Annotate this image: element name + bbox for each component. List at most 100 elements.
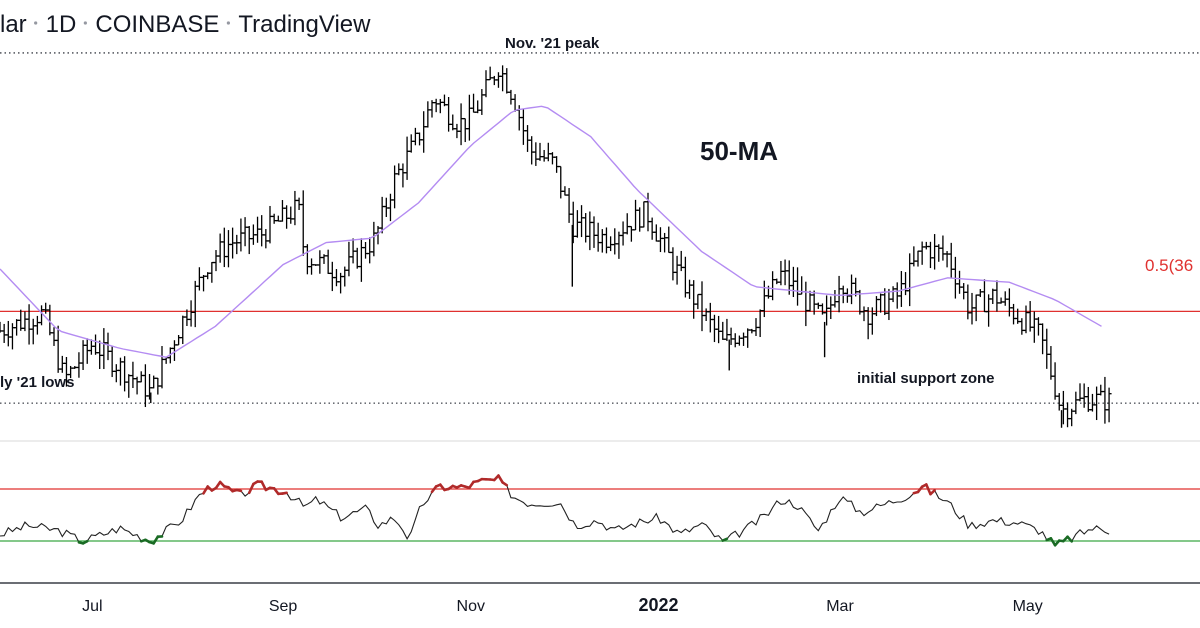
price-bar xyxy=(583,213,589,243)
price-bar xyxy=(234,234,240,255)
price-bar xyxy=(695,293,701,310)
price-bar xyxy=(371,221,377,257)
price-bar xyxy=(653,224,659,242)
price-bar xyxy=(126,374,132,398)
price-bar xyxy=(271,213,277,224)
price-bar xyxy=(446,97,452,132)
price-bar xyxy=(824,295,830,326)
price-bar xyxy=(545,142,551,162)
price-bar xyxy=(358,238,364,282)
ma-label: 50-MA xyxy=(700,136,778,166)
overbought-segment xyxy=(497,474,504,484)
price-bar xyxy=(927,241,933,269)
price-bar xyxy=(51,327,57,346)
price-bar xyxy=(263,229,269,249)
price-bar xyxy=(932,234,938,270)
price-bar xyxy=(603,227,609,254)
price-bar xyxy=(122,356,128,392)
price-bar xyxy=(687,279,693,299)
x-tick-label: Sep xyxy=(269,598,298,615)
price-bar xyxy=(433,98,439,113)
price-bar xyxy=(587,211,593,251)
price-bar xyxy=(566,188,572,223)
price-bar xyxy=(919,241,925,265)
price-bar xyxy=(732,333,738,348)
price-bar xyxy=(325,249,331,275)
price-bar xyxy=(898,271,904,307)
price-bar xyxy=(1102,376,1108,424)
title-separator-dot xyxy=(34,21,38,25)
x-tick-label: Mar xyxy=(826,598,854,615)
price-bar xyxy=(973,294,979,322)
lows-annotation: ly '21 lows xyxy=(0,374,74,391)
price-bar xyxy=(159,346,165,389)
oversold-segment xyxy=(1066,535,1073,543)
price-bar xyxy=(363,241,369,259)
price-bar xyxy=(342,266,348,287)
price-bar xyxy=(292,190,298,226)
price-bar xyxy=(724,318,730,342)
price-bar xyxy=(142,364,148,408)
price-bar xyxy=(608,236,614,252)
price-bar xyxy=(101,328,107,370)
price-bar xyxy=(965,284,971,320)
price-bar xyxy=(994,280,1000,312)
price-bar xyxy=(5,320,11,347)
price-bar xyxy=(1019,318,1025,335)
price-bar xyxy=(267,205,273,244)
price-bars xyxy=(0,65,1112,428)
price-bar xyxy=(554,156,560,173)
price-bar xyxy=(437,98,443,114)
x-tick-label: May xyxy=(1013,598,1043,615)
price-bar xyxy=(1081,383,1087,408)
price-bar xyxy=(707,302,713,333)
price-bar xyxy=(504,68,510,94)
price-bar xyxy=(711,314,717,343)
overbought-segment xyxy=(247,482,255,495)
price-bar xyxy=(915,250,921,267)
price-bar xyxy=(43,302,49,314)
price-bar xyxy=(471,93,477,113)
price-bar xyxy=(981,279,987,313)
price-bar xyxy=(537,142,543,161)
price-bar xyxy=(458,103,464,146)
price-bar xyxy=(213,250,219,272)
price-bar xyxy=(757,309,763,338)
price-bar xyxy=(1040,323,1046,355)
price-bar xyxy=(180,315,186,345)
title-part: TradingView xyxy=(238,11,371,38)
price-bar xyxy=(130,361,136,389)
price-bar xyxy=(284,205,290,229)
price-bar xyxy=(1085,386,1091,412)
price-bar xyxy=(525,125,531,152)
price-bar xyxy=(192,280,198,328)
price-bar xyxy=(379,196,385,234)
price-bar xyxy=(238,218,244,252)
price-bar xyxy=(948,242,954,278)
price-bar xyxy=(55,325,61,373)
price-bar xyxy=(346,241,352,277)
price-bar xyxy=(88,339,94,355)
price-bar xyxy=(34,315,40,335)
title-part: lar xyxy=(0,11,27,38)
title-part: COINBASE xyxy=(95,11,219,38)
x-tick-label: Nov xyxy=(457,598,485,615)
price-bar xyxy=(279,200,285,222)
price-bar xyxy=(176,335,182,346)
price-bar xyxy=(242,217,248,247)
price-bar xyxy=(957,270,963,294)
price-bar xyxy=(649,217,655,240)
x-tick-label: 2022 xyxy=(638,595,678,615)
price-bar xyxy=(288,206,294,224)
price-bar xyxy=(1023,305,1029,334)
price-bar xyxy=(903,272,909,296)
price-bar xyxy=(795,267,801,306)
price-bar xyxy=(807,290,813,312)
price-bar xyxy=(998,297,1004,304)
price-bar xyxy=(93,334,99,355)
price-bar xyxy=(309,258,315,275)
price-bar xyxy=(541,149,547,162)
price-bar xyxy=(562,186,568,196)
price-bar xyxy=(940,235,946,261)
price-bar xyxy=(691,280,697,319)
